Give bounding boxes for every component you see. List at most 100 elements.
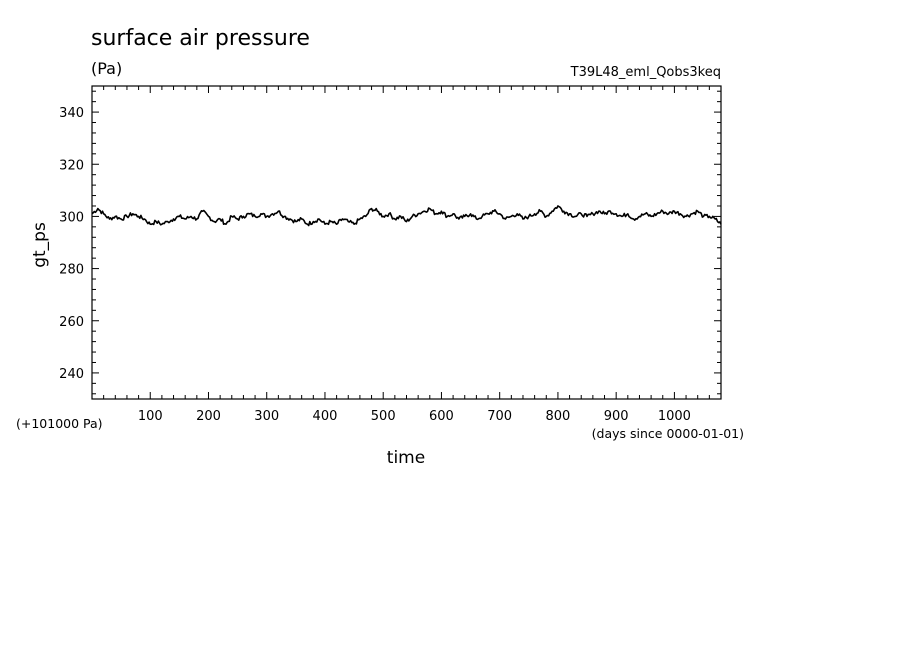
data-point: [284, 216, 285, 217]
data-point: [435, 213, 436, 214]
data-point: [604, 213, 605, 214]
data-point: [668, 213, 669, 214]
data-point: [493, 211, 494, 212]
data-point: [505, 218, 506, 219]
data-point: [482, 216, 483, 217]
data-point: [295, 221, 296, 222]
x-tick-label: 400: [313, 409, 338, 424]
data-point: [388, 213, 389, 214]
data-point: [196, 218, 197, 219]
data-point: [249, 213, 250, 214]
data-point: [243, 216, 244, 217]
data-point: [278, 211, 279, 212]
data-point: [208, 216, 209, 217]
data-point: [651, 216, 652, 217]
data-point: [592, 213, 593, 214]
data-point: [429, 208, 430, 209]
data-point: [132, 213, 133, 214]
y-tick-label: 340: [59, 106, 84, 121]
data-point: [534, 213, 535, 214]
data-point: [121, 218, 122, 219]
data-point: [511, 216, 512, 217]
data-point: [190, 216, 191, 217]
data-point: [109, 218, 110, 219]
data-point: [103, 213, 104, 214]
data-point: [528, 216, 529, 217]
data-point: [365, 216, 366, 217]
data-point: [348, 221, 349, 222]
data-point: [394, 218, 395, 219]
data-point: [254, 216, 255, 217]
data-point: [458, 218, 459, 219]
data-point: [685, 216, 686, 217]
data-point: [703, 216, 704, 217]
y-tick-label: 300: [59, 210, 84, 225]
x-tick-label: 700: [487, 409, 512, 424]
y-axis-ticks: [92, 90, 721, 395]
x-units-note: (days since 0000-01-01): [592, 426, 744, 441]
run-label: T39L48_eml_Qobs3keq: [570, 65, 721, 80]
data-point: [359, 218, 360, 219]
data-point: [627, 213, 628, 214]
data-point: [336, 224, 337, 225]
data-point: [662, 211, 663, 212]
data-point: [126, 216, 127, 217]
data-point: [418, 213, 419, 214]
data-point: [616, 213, 617, 214]
x-tick-label: 900: [604, 409, 629, 424]
data-point: [697, 211, 698, 212]
data-point: [144, 218, 145, 219]
data-point: [487, 213, 488, 214]
data-point: [167, 221, 168, 222]
data-point: [301, 218, 302, 219]
data-point: [307, 224, 308, 225]
data-point: [540, 211, 541, 212]
data-point: [260, 213, 261, 214]
data-point: [237, 218, 238, 219]
y-offset-note: (+101000 Pa): [16, 416, 103, 431]
data-point: [97, 208, 98, 209]
x-tick-label: 100: [138, 409, 163, 424]
data-point: [720, 224, 721, 225]
data-point: [470, 213, 471, 214]
data-point: [610, 211, 611, 212]
y-tick-label: 240: [59, 367, 84, 382]
x-tick-label: 600: [429, 409, 454, 424]
x-tick-label: 300: [254, 409, 279, 424]
data-point: [499, 213, 500, 214]
data-point: [377, 211, 378, 212]
data-point: [691, 213, 692, 214]
units-label: (Pa): [91, 59, 122, 78]
y-tick-label: 320: [59, 158, 84, 173]
data-point: [656, 213, 657, 214]
chart-title: surface air pressure: [91, 26, 310, 51]
data-point: [266, 216, 267, 217]
data-point: [231, 216, 232, 217]
data-point: [522, 218, 523, 219]
data-point: [517, 213, 518, 214]
data-point: [406, 221, 407, 222]
data-point: [633, 218, 634, 219]
data-point: [115, 216, 116, 217]
data-point: [563, 211, 564, 212]
data-point: [289, 218, 290, 219]
x-tick-label: 200: [196, 409, 221, 424]
data-point: [557, 205, 558, 206]
data-point: [645, 213, 646, 214]
x-axis-ticks: [103, 86, 710, 399]
data-point: [674, 211, 675, 212]
data-point: [342, 218, 343, 219]
data-point: [202, 211, 203, 212]
plot-frame: [91, 85, 722, 400]
data-point: [581, 213, 582, 214]
data-point: [423, 211, 424, 212]
y-axis-tick-labels: 240 260 280 300 320 340: [59, 106, 84, 382]
data-point: [330, 221, 331, 222]
data-point: [546, 216, 547, 217]
data-point: [715, 218, 716, 219]
data-point: [138, 216, 139, 217]
data-point: [441, 211, 442, 212]
data-point: [220, 218, 221, 219]
data-point: [400, 216, 401, 217]
